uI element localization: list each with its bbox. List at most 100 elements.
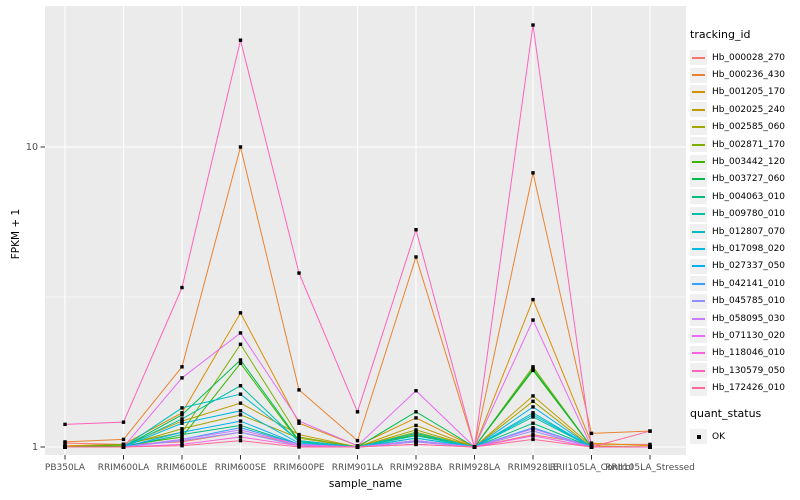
data-point <box>238 428 243 432</box>
data-point <box>414 389 418 393</box>
legend-key <box>690 293 707 309</box>
data-point <box>414 255 418 259</box>
legend-key <box>690 276 707 292</box>
x-tick-label: RRIM600LE <box>157 463 208 473</box>
data-point <box>238 145 243 149</box>
x-tick-label: RRIM600PE <box>273 463 325 473</box>
data-point <box>589 441 594 445</box>
legend-item-Hb_012807_070: Hb_012807_070 <box>690 223 800 240</box>
legend-line-swatch <box>692 126 705 129</box>
data-point <box>531 318 535 322</box>
data-point <box>531 437 535 442</box>
legend-label: Hb_118046_010 <box>712 348 786 359</box>
data-point <box>531 367 535 371</box>
legend-line-swatch <box>692 91 705 94</box>
data-point <box>238 425 243 430</box>
legend-item-Hb_001205_170: Hb_001205_170 <box>690 84 800 101</box>
data-point <box>297 432 301 437</box>
x-tick-label: RRIM928LE <box>508 463 559 473</box>
legend-key <box>690 241 707 257</box>
legend-line-swatch <box>692 230 705 233</box>
legend-label: Hb_017098_020 <box>712 243 786 254</box>
data-point <box>238 409 243 413</box>
data-point <box>180 437 184 442</box>
data-point <box>472 445 477 449</box>
legend-label: Hb_130579_050 <box>712 365 786 376</box>
legend-key <box>690 328 707 344</box>
data-point <box>531 405 535 409</box>
x-tick-label: RRII105LA_Control <box>550 463 633 473</box>
legend-item-quant-ok: OK <box>690 428 800 445</box>
legend-line-swatch <box>692 108 705 111</box>
legend-item-Hb_003727_060: Hb_003727_060 <box>690 171 800 188</box>
data-point <box>414 228 418 232</box>
data-point <box>238 435 243 439</box>
data-point <box>238 392 243 396</box>
legend-label: Hb_002025_240 <box>712 104 786 115</box>
data-point <box>531 415 535 419</box>
legend-line-swatch <box>692 387 705 390</box>
legend-line-swatch <box>692 317 705 320</box>
legend-key <box>690 224 707 240</box>
data-point <box>531 394 535 398</box>
legend-line-swatch <box>692 282 705 285</box>
y-tick-label: 10 <box>26 142 38 153</box>
data-point <box>238 311 243 315</box>
legend-label: Hb_012807_070 <box>712 226 786 237</box>
data-point <box>238 342 243 346</box>
data-point <box>589 431 594 436</box>
legend-line-swatch <box>692 143 705 146</box>
data-point <box>238 384 243 388</box>
data-point <box>238 419 243 423</box>
data-point <box>238 331 243 335</box>
legend-key <box>690 67 707 83</box>
legend-item-Hb_071130_020: Hb_071130_020 <box>690 327 800 344</box>
data-point <box>238 438 243 443</box>
data-point <box>414 431 418 436</box>
data-point <box>63 422 67 427</box>
legend-key <box>690 258 707 274</box>
data-point <box>414 428 418 432</box>
legend-key <box>690 102 707 118</box>
data-point <box>414 410 418 414</box>
legend-label: Hb_000236_430 <box>712 70 786 81</box>
legend-key <box>690 429 707 444</box>
data-point <box>531 413 535 417</box>
data-point <box>297 445 301 449</box>
data-point <box>63 440 67 444</box>
data-point <box>531 171 535 175</box>
legend-line-swatch <box>692 369 705 372</box>
legend-key <box>690 345 707 361</box>
data-point <box>355 410 360 414</box>
legend-label: Hb_004063_010 <box>712 191 786 202</box>
data-point <box>180 430 184 434</box>
legend-key <box>690 84 707 100</box>
data-point <box>238 361 243 366</box>
data-point <box>589 445 594 449</box>
legend-item-Hb_118046_010: Hb_118046_010 <box>690 345 800 362</box>
x-axis-title: sample_name <box>328 478 403 490</box>
legend-item-Hb_002025_240: Hb_002025_240 <box>690 101 800 118</box>
data-point <box>355 438 360 443</box>
legend-line-swatch <box>692 213 705 216</box>
data-point <box>531 365 535 369</box>
legend-line-swatch <box>692 74 705 77</box>
legend-line-swatch <box>692 247 705 250</box>
x-tick-label: RRII105LA_Stressed <box>605 463 695 473</box>
data-point <box>180 427 184 431</box>
legend-label: Hb_045785_010 <box>712 296 786 307</box>
legend-line-swatch <box>692 56 705 59</box>
legend-item-Hb_002871_170: Hb_002871_170 <box>690 136 800 153</box>
data-point <box>121 437 126 442</box>
legend-item-Hb_027337_050: Hb_027337_050 <box>690 258 800 275</box>
data-point <box>414 436 418 440</box>
data-point <box>238 38 243 42</box>
data-point <box>180 406 184 410</box>
legend-key <box>690 171 707 187</box>
legend-label: Hb_003442_120 <box>712 157 786 168</box>
data-point <box>180 432 184 437</box>
legend-label: Hb_058095_030 <box>712 313 786 324</box>
data-point <box>414 438 418 443</box>
data-point <box>531 297 535 302</box>
